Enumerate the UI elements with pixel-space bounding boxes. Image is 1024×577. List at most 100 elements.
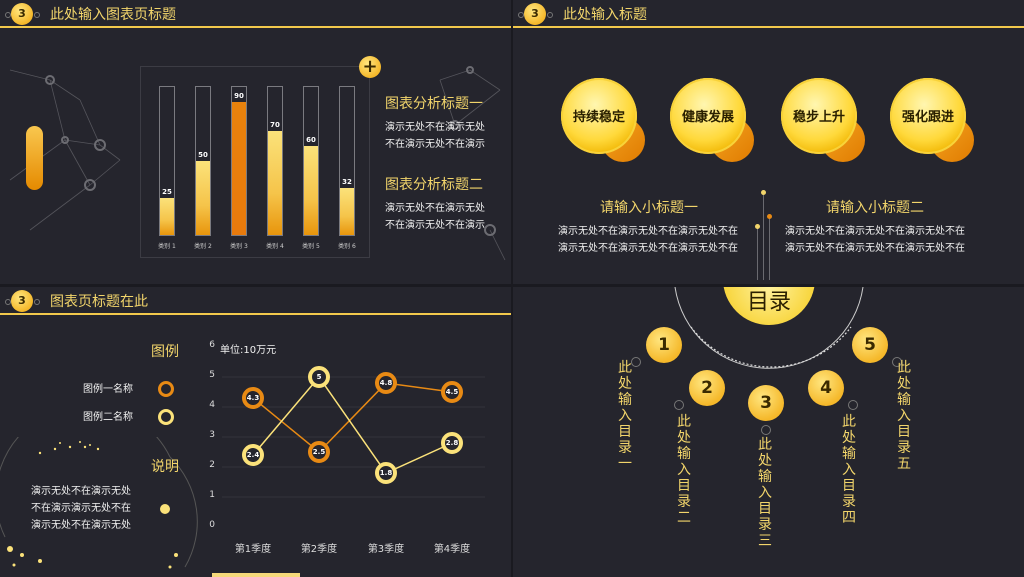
contents-item-label[interactable]: 此处输入目录二	[677, 414, 691, 526]
contents-item-label[interactable]: 此处输入目录四	[842, 414, 856, 526]
keyword-ball-4: 强化跟进	[890, 78, 974, 162]
x-tick-label: 第2季度	[300, 544, 338, 555]
legend-marker-2	[158, 409, 174, 425]
bar-category-label: 类别 6	[338, 243, 356, 250]
y-tick-label: 2	[209, 460, 215, 470]
contents-item-label[interactable]: 此处输入目录三	[758, 437, 772, 549]
data-point: 5	[308, 366, 330, 388]
divider-dot	[761, 190, 766, 195]
analysis-body-2a: 演示无处不在演示无处	[385, 203, 485, 214]
data-point: 1.8	[375, 462, 397, 484]
bar-track: 25	[159, 86, 175, 236]
divider-line	[769, 218, 770, 280]
plus-icon[interactable]: +	[359, 56, 381, 78]
connector-ring	[631, 357, 641, 367]
bar-category-label: 类别 3	[230, 243, 248, 250]
contents-item-label[interactable]: 此处输入目录一	[618, 360, 632, 472]
bar-value-label: 32	[342, 177, 352, 186]
divider-dot	[767, 214, 772, 219]
line-chart-slide: 3 图表页标题在此 图例 图例一名称 图例二名称 说明 演示无处不在演示无处 不…	[0, 287, 511, 577]
subtitle-2: 请输入小标题二	[826, 200, 924, 216]
contents-number[interactable]: 3	[748, 385, 784, 421]
section-badge: 3	[5, 3, 40, 25]
analysis-body-1a: 演示无处不在演示无处	[385, 122, 485, 133]
y-tick-label: 3	[209, 430, 215, 440]
line-plot	[222, 375, 485, 498]
divider-line	[757, 228, 758, 280]
bar-category-label: 类别 1	[158, 243, 176, 250]
note-line-2: 不在演示演示无处不在	[31, 503, 131, 514]
contents-arc	[674, 287, 864, 369]
slide-title: 此处输入标题	[563, 7, 647, 23]
x-tick-label: 第3季度	[367, 544, 405, 555]
note-line-3: 演示无处不在演示无处	[31, 520, 131, 531]
data-point: 2.4	[242, 444, 264, 466]
subtitle-2-body-a: 演示无处不在演示无处不在演示无处不在	[785, 226, 965, 237]
x-tick-label: 第4季度	[433, 544, 471, 555]
bar	[304, 146, 318, 235]
data-point: 2.5	[308, 441, 330, 463]
subtitle-1-body-a: 演示无处不在演示无处不在演示无处不在	[558, 226, 738, 237]
x-tick-label: 第1季度	[234, 544, 272, 555]
data-point: 4.8	[375, 372, 397, 394]
contents-slide: 目录 1 此处输入目录一 2 此处输入目录二 3 此处输入目录三 4 此处输入目录四 5 此处输入…	[513, 287, 1024, 577]
series-line	[252, 382, 453, 454]
bar-value-label: 50	[198, 151, 208, 159]
divider-dot	[755, 224, 760, 229]
keyword-ball-2: 健康发展	[670, 78, 754, 162]
y-tick-label: 1	[209, 490, 215, 500]
keyword-label: 强化跟进	[901, 110, 954, 125]
data-point: 2.8	[441, 432, 463, 454]
connector-ring	[674, 400, 684, 410]
data-point: 4.5	[441, 381, 463, 403]
bottom-indicator	[212, 573, 300, 577]
bar-category-label: 类别 5	[302, 243, 320, 250]
keyword-ball-3: 稳步上升	[781, 78, 865, 162]
contents-number[interactable]: 5	[852, 327, 888, 363]
contents-number[interactable]: 4	[808, 370, 844, 406]
y-tick-label: 6	[209, 340, 215, 350]
bar-track: 70	[267, 86, 283, 236]
unit-label: 单位:10万元	[220, 345, 277, 356]
contents-number[interactable]: 1	[646, 327, 682, 363]
bar	[268, 131, 282, 235]
note-title: 说明	[151, 459, 179, 475]
keywords-slide: 3 此处输入标题 持续稳定 健康发展 稳步上升 强化跟进 请输入小标题一 演示无…	[513, 0, 1024, 284]
connector-ring	[761, 425, 771, 435]
y-tick-label: 0	[209, 520, 215, 530]
legend-label-2: 图例二名称	[83, 412, 133, 423]
note-line-1: 演示无处不在演示无处	[31, 486, 131, 497]
slide-title: 此处输入图表页标题	[50, 7, 176, 23]
series-line	[252, 375, 453, 474]
bar	[232, 101, 246, 235]
bar-chart-slide: 3 此处输入图表页标题 25 类别 1 50 类别 2 90 类别 3 70 类别 4 60 类别…	[0, 0, 511, 284]
contents-number[interactable]: 2	[689, 370, 725, 406]
connector-ring	[892, 357, 902, 367]
legend-title: 图例	[151, 344, 179, 360]
subtitle-1: 请输入小标题一	[600, 200, 698, 216]
legend-marker-1	[158, 381, 174, 397]
keyword-label: 稳步上升	[792, 110, 845, 125]
subtitle-1-body-b: 演示无处不在演示无处不在演示无处不在	[558, 243, 738, 254]
bar-category-label: 类别 4	[266, 243, 284, 250]
keyword-label: 持续稳定	[572, 110, 625, 125]
section-badge: 3	[5, 290, 40, 312]
bar	[340, 187, 354, 235]
contents-title: 目录	[746, 290, 791, 315]
contents-item-label[interactable]: 此处输入目录五	[897, 360, 911, 472]
arc-decoration	[0, 437, 198, 569]
bar-value-label: 25	[162, 188, 172, 196]
analysis-body-1b: 不在演示无处不在演示	[385, 139, 485, 150]
bar-track: 60	[303, 86, 319, 236]
slide-header: 3 此处输入图表页标题	[0, 0, 511, 28]
bar-value-label: 90	[234, 91, 244, 100]
slide-header: 3 此处输入标题	[513, 0, 1024, 28]
section-badge: 3	[518, 3, 553, 25]
bar-chart: 25 类别 1 50 类别 2 90 类别 3 70 类别 4 60 类别 5 32 类别 6	[140, 66, 370, 258]
bar-track: 90	[231, 86, 247, 236]
legend-label-1: 图例一名称	[83, 384, 133, 395]
slide-header: 3 图表页标题在此	[0, 287, 511, 315]
keyword-label: 健康发展	[681, 110, 734, 125]
analysis-body-2b: 不在演示无处不在演示	[385, 220, 485, 231]
connector-ring	[848, 400, 858, 410]
